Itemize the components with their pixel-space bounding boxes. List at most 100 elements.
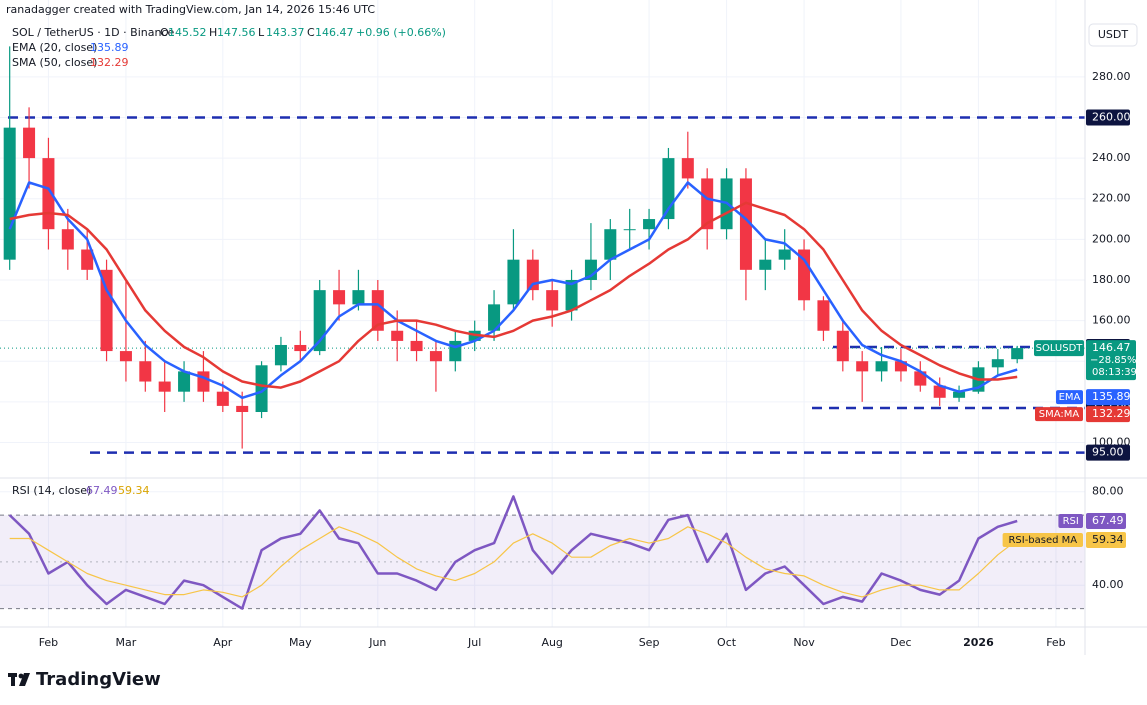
y-tick-label: 280.00 [1092,70,1131,83]
x-tick-label: Aug [541,636,562,649]
rsi-tick-label: 40.00 [1092,578,1124,591]
ema-legend-value: 135.89 [90,41,129,54]
candle-body [61,229,74,250]
rsi-tag-name: RSI-based MA [1008,535,1077,546]
x-tick-label: Jun [368,636,386,649]
candle-body [953,391,966,398]
candle-body [701,178,714,230]
candle-body [391,330,404,341]
candle-body [875,361,888,372]
ma-tag-value: 132.29 [1092,407,1131,420]
candle-body [856,361,869,372]
candle-body [216,391,229,406]
price-tag-countdown: 08:13:39 [1092,367,1137,378]
candle-body [294,344,307,352]
candle-body [449,340,462,362]
candle-body [778,249,791,260]
mark-layer [3,46,1024,449]
y-tick-label: 240.00 [1092,151,1131,164]
ma-tag-name-box [1035,407,1083,422]
y-tick-label: 220.00 [1092,192,1131,205]
x-tick-label: Nov [793,636,815,649]
ma-tag-name-box [1056,390,1083,405]
rsi-tag-value: 59.34 [1092,533,1124,546]
candle-body [739,178,752,270]
rsi-tag-value: 67.49 [1092,514,1124,527]
x-tick-label: Mar [116,636,137,649]
candle-body [991,359,1004,368]
candle-body [817,300,830,331]
rsi-tag [1086,532,1126,549]
ohlc-letter: C [307,26,315,39]
candle-body [352,290,365,305]
candle-body [23,127,36,159]
ohlc-value: 143.37 [266,26,305,39]
candle-body [429,351,442,362]
candle-body [371,290,384,331]
candle-body [158,381,171,392]
candle-body [197,371,210,392]
rsi-ma-legend-value: 59.34 [118,484,150,497]
level-tag [1086,109,1130,126]
rsi-tick-label: 80.00 [1092,485,1124,498]
x-tick-label: 2026 [963,636,994,649]
rsi-tag-name-box [1058,513,1083,528]
brand: TradingView [36,669,161,690]
rsi-line [9,526,1018,598]
candle-body [139,361,152,382]
ohlc-letter: O [160,26,169,39]
candle-body [1011,348,1024,360]
tag-layer: 260.00147.00117.0095.00SOLUSDT146.47−28.… [1002,109,1137,549]
ma-line [9,201,1018,389]
x-tick-label: Apr [213,636,233,649]
ma-tag-name: EMA [1059,392,1081,403]
price-tag [1086,340,1136,381]
x-tick-label: Sep [639,636,660,649]
symbol: SOL / TetherUS · 1D · Binance [12,26,174,39]
currency[interactable]: USDT [1098,28,1129,41]
candle-body [178,371,191,392]
y-tick-label: 200.00 [1092,232,1131,245]
y-tick-label: 180.00 [1092,273,1131,286]
candle-body [488,304,501,331]
x-tick-label: Dec [890,636,911,649]
symbol-tag [1034,340,1084,357]
candle-body [255,365,268,413]
ohlc-letter: L [258,26,265,39]
ema-legend-name: EMA (20, close) [12,41,97,54]
ma-tag [1086,406,1130,423]
candle-body [759,259,772,270]
ma-tag-value: 135.89 [1092,390,1131,403]
rsi-legend-name: RSI (14, close) [12,484,91,497]
ohlc-legend: O 145.52 H 147.56 L 143.37 C 146.47 +0.96 (+0.66… [160,26,446,39]
candle-body [836,330,849,362]
brand-logo [8,673,30,686]
change: +0.96 (+0.66%) [356,26,446,39]
price-tag-value: 146.47 [1092,341,1131,354]
ohlc-value: 145.52 [168,26,207,39]
candle-body [604,229,617,260]
candle-body [42,158,55,230]
indicator-layer [8,181,1018,610]
ma-tag-name: SMA:MA [1039,409,1080,420]
candle-body [333,290,346,305]
symbol-tag-label: SOLUSDT [1036,343,1084,354]
sma-legend-name: SMA (50, close) [12,56,97,69]
currency-box[interactable] [1088,23,1138,47]
candle-body [643,219,656,230]
candle-body [81,249,94,270]
credit: ranadagger created with TradingView.com,… [6,3,375,16]
candle-body [933,385,946,398]
candle-body [410,340,423,352]
rsi-tag-name-box [1002,533,1083,548]
sma-legend-value: 132.29 [90,56,129,69]
ohlc-value: 146.47 [315,26,354,39]
candle-body [3,127,16,260]
candle-body [507,259,520,305]
level-tag [1086,444,1130,461]
level-tag-label: 95.00 [1092,446,1124,459]
candle-body [236,405,249,413]
candle-body [565,279,578,311]
candle-body [546,290,559,311]
